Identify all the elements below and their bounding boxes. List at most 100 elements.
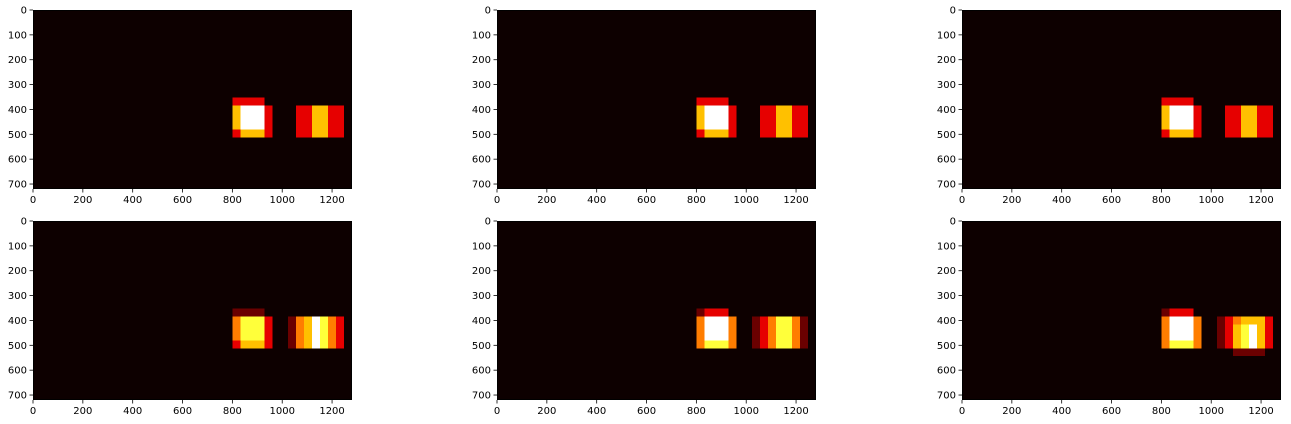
heat-cell — [792, 105, 809, 138]
heat-cell — [696, 129, 705, 138]
y-tick-label: 700 — [8, 391, 27, 402]
heat-cell — [1233, 316, 1242, 325]
y-tick-label: 0 — [485, 6, 491, 17]
y-tick-label: 300 — [8, 291, 27, 302]
x-tick-label: 200 — [1002, 195, 1021, 206]
y-tick-label: 200 — [8, 266, 27, 277]
y-tick-label: 600 — [8, 155, 27, 166]
y-tick-label: 400 — [937, 316, 956, 327]
heat-cell — [1169, 308, 1194, 317]
heat-cell — [1265, 316, 1274, 349]
plot-background — [33, 10, 352, 189]
x-tick-label: 1000 — [269, 406, 294, 417]
heat-cell — [264, 316, 273, 349]
axes-frame — [33, 10, 352, 189]
heat-cell — [1193, 105, 1202, 138]
heat-cell — [704, 105, 729, 130]
y-tick-label: 0 — [21, 6, 27, 17]
heat-cell — [1161, 105, 1170, 130]
y-tick-label: 600 — [472, 366, 491, 377]
y-tick-label: 0 — [950, 6, 956, 17]
x-tick-label: 1000 — [733, 406, 758, 417]
x-tick-label: 400 — [1052, 195, 1071, 206]
heat-cell — [1233, 348, 1266, 357]
x-tick-label: 800 — [687, 406, 706, 417]
y-tick-label: 200 — [472, 266, 491, 277]
panel-3: 0 200 400 600 800 1000 1200 0 100 200 300 400 500 600… — [937, 6, 1281, 206]
axes-frame — [497, 221, 816, 400]
plot-background — [497, 221, 816, 400]
plot-background — [33, 221, 352, 400]
x-tick-label: 0 — [959, 406, 965, 417]
heat-cell — [1249, 324, 1258, 349]
x-tick-label: 400 — [1052, 406, 1071, 417]
heat-cell — [264, 105, 273, 138]
heat-cell — [760, 105, 777, 138]
heat-cell — [328, 316, 337, 349]
heat-cell — [784, 316, 793, 349]
y-tick-label: 700 — [472, 391, 491, 402]
x-tick-label: 1000 — [733, 195, 758, 206]
y-tick-label: 300 — [472, 291, 491, 302]
heat-cell — [296, 316, 305, 349]
heat-cell — [232, 105, 241, 130]
panel-1: 0 200 400 600 800 1000 1200 0 100 200 300 400 500 600… — [8, 6, 352, 206]
heat-cell — [288, 316, 297, 349]
x-tick-label: 0 — [494, 406, 500, 417]
x-tick-label: 200 — [537, 195, 556, 206]
heat-cell — [728, 105, 737, 138]
heat-cell — [792, 316, 801, 349]
panel-5: 0 200 400 600 800 1000 1200 0 100 200 300 400 500 600… — [472, 217, 816, 417]
x-tick-label: 1200 — [319, 406, 344, 417]
x-tick-label: 600 — [1102, 195, 1121, 206]
x-tick-label: 0 — [959, 195, 965, 206]
heat-cell — [704, 129, 729, 138]
y-tick-label: 0 — [21, 217, 27, 228]
x-tick-label: 1000 — [269, 195, 294, 206]
y-tick-label: 100 — [472, 241, 491, 252]
plot-background — [962, 221, 1281, 400]
heat-cell — [1193, 316, 1202, 349]
x-tick-label: 600 — [173, 195, 192, 206]
heat-cell — [232, 308, 265, 317]
heat-cell — [1169, 340, 1194, 349]
heat-cell — [1161, 316, 1170, 341]
x-tick-label: 800 — [687, 195, 706, 206]
heat-cell — [312, 316, 321, 349]
x-tick-label: 800 — [1152, 406, 1171, 417]
heat-cell — [728, 316, 737, 349]
y-tick-label: 100 — [8, 241, 27, 252]
y-tick-label: 100 — [937, 241, 956, 252]
x-tick-label: 1000 — [1198, 406, 1223, 417]
y-tick-label: 300 — [472, 80, 491, 91]
heat-cell — [1241, 324, 1250, 349]
y-tick-label: 500 — [937, 341, 956, 352]
x-tick-label: 0 — [30, 406, 36, 417]
heat-cell — [760, 316, 769, 349]
heat-cell — [696, 316, 705, 341]
x-tick-label: 1200 — [319, 195, 344, 206]
heat-cell — [232, 97, 265, 106]
heat-cell — [800, 316, 809, 349]
heat-cell — [1241, 316, 1258, 325]
heat-cell — [232, 129, 241, 138]
heat-cell — [1161, 308, 1170, 317]
heat-cell — [296, 105, 313, 138]
x-tick-label: 200 — [73, 406, 92, 417]
y-tick-label: 600 — [8, 366, 27, 377]
x-tick-label: 400 — [123, 195, 142, 206]
x-tick-label: 200 — [537, 406, 556, 417]
heat-cell — [320, 316, 329, 349]
x-tick-label: 600 — [173, 406, 192, 417]
plot-background — [962, 10, 1281, 189]
x-tick-label: 1200 — [783, 195, 808, 206]
heat-cell — [704, 316, 729, 341]
heat-cell — [1257, 316, 1266, 349]
x-tick-label: 1200 — [1248, 406, 1273, 417]
x-tick-label: 1200 — [783, 406, 808, 417]
panel-6: 0 200 400 600 800 1000 1200 0 100 200 300 400 500 600… — [937, 217, 1281, 417]
heat-cell — [704, 308, 729, 317]
x-tick-label: 600 — [637, 195, 656, 206]
y-tick-label: 400 — [8, 316, 27, 327]
